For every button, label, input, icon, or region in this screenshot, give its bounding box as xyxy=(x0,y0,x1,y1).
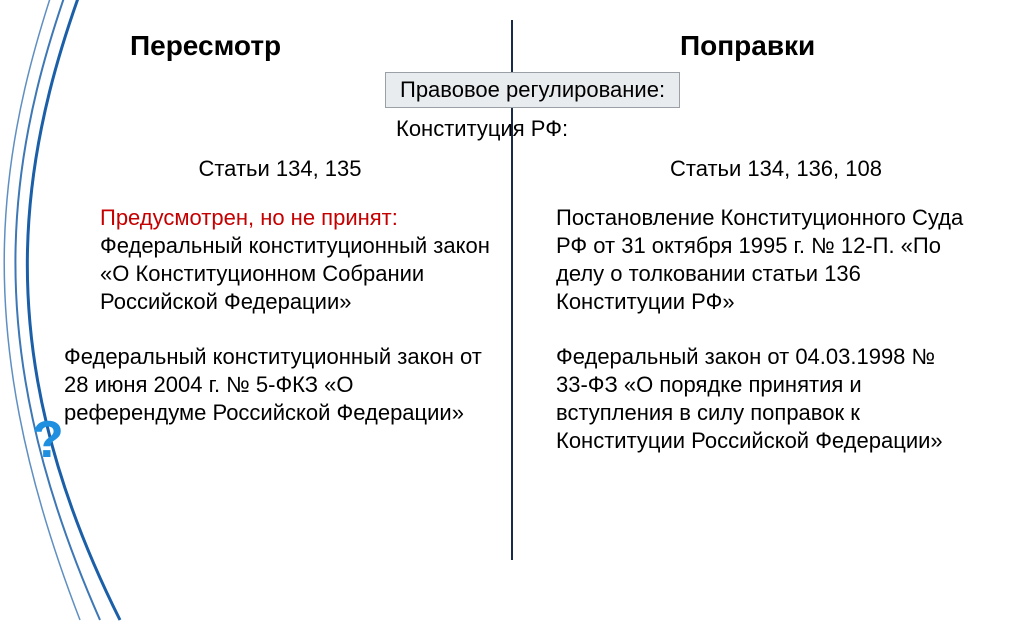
right-para-2: Федеральный закон от 04.03.1998 № 33-ФЗ … xyxy=(556,343,976,456)
column-left: Статьи 134, 135 Предусмотрен, но не прин… xyxy=(100,156,500,453)
slide: Пересмотр Поправки Правовое регулировани… xyxy=(0,0,1024,574)
left-para-1-rest: Федеральный конституционный закон «О Кон… xyxy=(100,233,490,314)
red-lead-text: Предусмотрен, но не принят: xyxy=(100,205,398,230)
constitution-label: Конституция РФ: xyxy=(396,116,568,142)
left-para-2: Федеральный конституционный закон от 28 … xyxy=(64,343,500,427)
right-articles: Статьи 134, 136, 108 xyxy=(556,156,976,182)
question-mark-icon: ? xyxy=(32,410,64,470)
column-right: Статьи 134, 136, 108 Постановление Конст… xyxy=(556,156,976,481)
right-para-1: Постановление Конституционного Суда РФ о… xyxy=(556,204,976,317)
regulation-box: Правовое регулирование: xyxy=(385,72,680,108)
left-para-1: Предусмотрен, но не принят: Федеральный … xyxy=(100,204,500,317)
left-articles: Статьи 134, 135 xyxy=(100,156,500,182)
heading-revision: Пересмотр xyxy=(130,30,281,62)
heading-amendments: Поправки xyxy=(680,30,815,62)
